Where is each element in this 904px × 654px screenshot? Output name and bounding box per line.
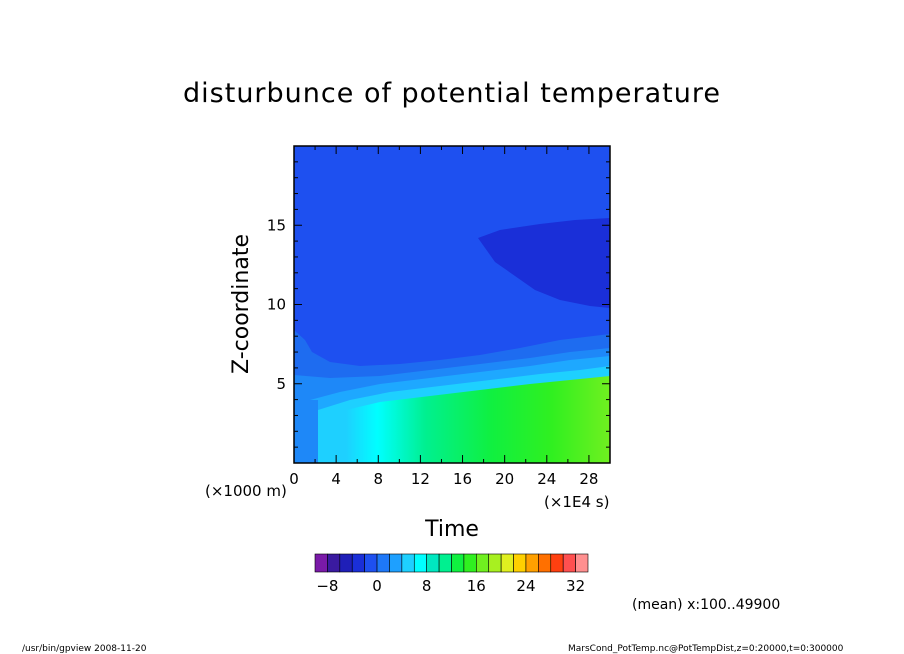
colorbar-swatch — [538, 553, 552, 573]
y-tick-label: 15 — [267, 216, 286, 234]
colorbar-swatch — [525, 553, 539, 573]
footer-left: /usr/bin/gpview 2008-11-20 — [22, 644, 147, 654]
x-tick-label: 0 — [289, 470, 299, 488]
x-tick-label: 24 — [537, 470, 556, 488]
colorbar-swatch — [364, 553, 378, 573]
colorbar-swatch — [339, 553, 353, 573]
contour-level-cold-region — [478, 218, 610, 308]
colorbar-tick-label: 32 — [566, 577, 585, 595]
y-tick-label: 5 — [276, 375, 286, 393]
y-ticks: 5 10 15 — [267, 145, 610, 464]
colorbar-swatch — [327, 553, 341, 573]
chart-title: disturbunce of potential temperature — [183, 78, 721, 109]
colorbar — [314, 553, 589, 573]
mean-annotation: (mean) x:100..49900 — [632, 597, 780, 613]
footer-right: MarsCond_PotTemp.nc@PotTempDist,z=0:2000… — [568, 644, 844, 654]
colorbar-swatch — [314, 553, 328, 573]
colorbar-ticks: −8 0 8 16 24 32 — [316, 577, 585, 595]
colorbar-tick-label: 8 — [422, 577, 432, 595]
colorbar-swatch — [389, 553, 403, 573]
colorbar-swatch — [463, 553, 477, 573]
x-unit-label: (×1E4 s) — [544, 493, 609, 511]
contour-level-surface-warm — [346, 376, 610, 463]
x-tick-label: 8 — [373, 470, 383, 488]
colorbar-tick-label: 0 — [372, 577, 382, 595]
x-tick-label: 4 — [331, 470, 341, 488]
colorbar-swatch — [438, 553, 452, 573]
colorbar-swatch — [476, 553, 490, 573]
colorbar-tick-label: 16 — [467, 577, 486, 595]
colorbar-swatch — [413, 553, 427, 573]
colorbar-swatch — [513, 553, 527, 573]
colorbar-tick-label: 24 — [516, 577, 535, 595]
colorbar-swatch — [575, 553, 589, 573]
colorbar-swatch — [376, 553, 390, 573]
colorbar-swatch — [351, 553, 365, 573]
y-unit-label: (×1000 m) — [205, 482, 287, 500]
colorbar-swatch — [401, 553, 415, 573]
colorbar-swatch — [488, 553, 502, 573]
colorbar-swatch — [562, 553, 576, 573]
colorbar-swatch — [550, 553, 564, 573]
colorbar-swatch — [451, 553, 465, 573]
y-axis-label: Z-coordinate — [229, 234, 254, 374]
x-tick-label: 16 — [453, 470, 472, 488]
x-ticks: 0 4 8 12 16 20 24 28 — [289, 146, 611, 488]
x-tick-label: 20 — [495, 470, 514, 488]
x-tick-label: 12 — [411, 470, 430, 488]
colorbar-swatch — [500, 553, 514, 573]
plot-area — [294, 146, 610, 463]
x-tick-label: 28 — [579, 470, 598, 488]
colorbar-swatch — [426, 553, 440, 573]
x-axis-label: Time — [424, 517, 479, 542]
y-tick-label: 10 — [267, 296, 286, 314]
colorbar-tick-label: −8 — [316, 577, 338, 595]
